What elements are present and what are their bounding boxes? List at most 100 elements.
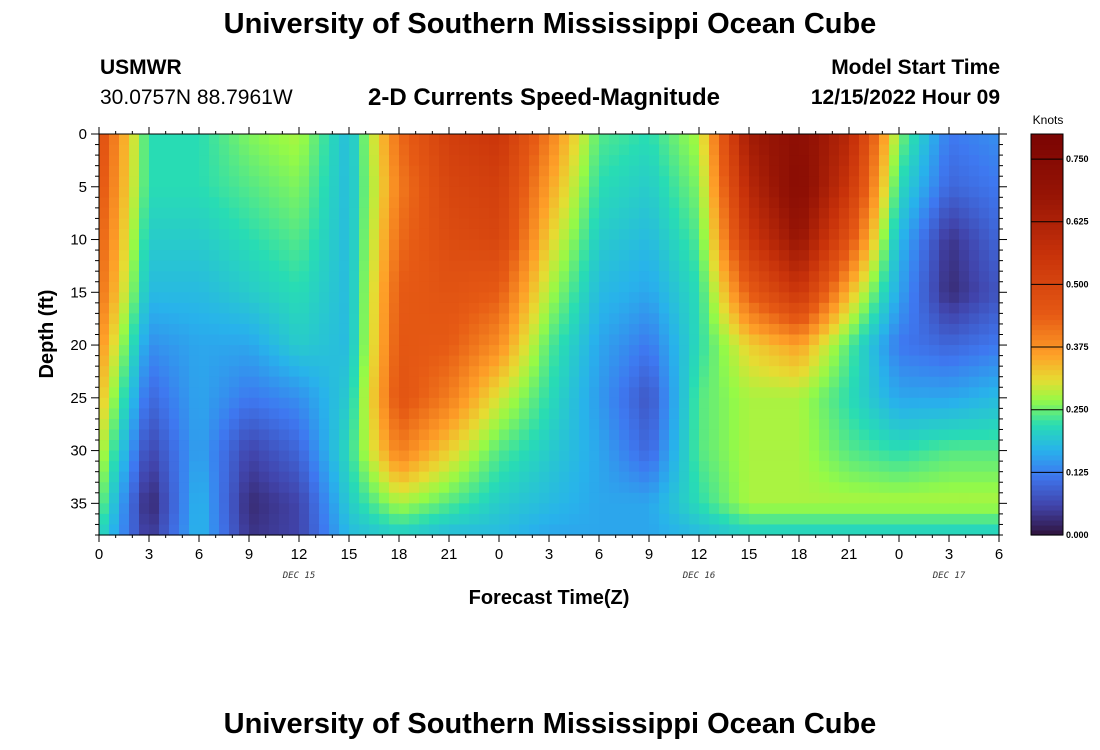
heatmap-cell xyxy=(349,366,360,378)
heatmap-cell xyxy=(309,366,320,378)
heatmap-cell xyxy=(469,302,480,314)
heatmap-cell xyxy=(369,334,380,346)
heatmap-cell xyxy=(239,408,250,420)
heatmap-cell xyxy=(569,239,580,251)
heatmap-cell xyxy=(589,408,600,420)
heatmap-cell xyxy=(819,376,830,388)
heatmap-cell xyxy=(349,482,360,494)
heatmap-cell xyxy=(829,440,840,452)
heatmap-cell xyxy=(679,176,690,188)
heatmap-cell xyxy=(849,155,860,167)
heatmap-cell xyxy=(739,197,750,209)
heatmap-cell xyxy=(379,408,390,420)
heatmap-cell xyxy=(319,302,330,314)
heatmap-cell xyxy=(689,281,700,293)
heatmap-cell xyxy=(829,313,840,325)
heatmap-cell xyxy=(899,323,910,336)
heatmap-cell xyxy=(289,334,300,346)
heatmap-cell xyxy=(619,302,630,314)
heatmap-cell xyxy=(699,418,710,431)
heatmap-cell xyxy=(109,186,120,198)
heatmap-cell xyxy=(239,366,250,378)
heatmap-cell xyxy=(789,524,800,536)
heatmap-cell xyxy=(159,387,170,399)
heatmap-cell xyxy=(319,366,330,378)
heatmap-cell xyxy=(709,418,720,431)
heatmap-cell xyxy=(969,471,980,483)
heatmap-cell xyxy=(349,429,360,441)
heatmap-cell xyxy=(589,418,600,431)
heatmap-cell xyxy=(399,471,410,483)
heatmap-cell xyxy=(609,292,620,304)
heatmap-cell xyxy=(539,207,550,220)
heatmap-cell xyxy=(679,450,690,462)
heatmap-cell xyxy=(559,440,570,452)
heatmap-cell xyxy=(839,134,850,146)
heatmap-cell xyxy=(309,313,320,325)
heatmap-cell xyxy=(989,440,1000,452)
heatmap-cell xyxy=(299,218,310,230)
heatmap-cell xyxy=(309,376,320,388)
heatmap-cell xyxy=(319,292,330,304)
heatmap-cell xyxy=(549,260,560,272)
colorbar-segment xyxy=(1031,369,1063,376)
heatmap-cell xyxy=(529,461,540,473)
heatmap-cell xyxy=(489,440,500,452)
heatmap-cell xyxy=(209,250,220,262)
heatmap-cell xyxy=(989,144,1000,156)
heatmap-cell xyxy=(479,271,490,283)
heatmap-cell xyxy=(489,155,500,167)
x-tick-label: 12 xyxy=(691,546,708,563)
heatmap-cell xyxy=(659,429,670,441)
heatmap-cell xyxy=(199,482,210,494)
heatmap-cell xyxy=(939,482,950,494)
heatmap-cell xyxy=(919,450,930,462)
heatmap-cell xyxy=(749,471,760,483)
heatmap-cell xyxy=(349,302,360,314)
heatmap-cell xyxy=(739,323,750,336)
heatmap-cell xyxy=(879,492,890,504)
heatmap-cell xyxy=(499,397,510,409)
heatmap-cell xyxy=(299,271,310,283)
heatmap-cell xyxy=(339,176,350,188)
heatmap-cell xyxy=(889,323,900,336)
heatmap-cell xyxy=(549,513,560,526)
heatmap-cell xyxy=(99,155,110,167)
heatmap-cell xyxy=(689,450,700,462)
heatmap-cell xyxy=(849,323,860,336)
heatmap-cell xyxy=(109,176,120,188)
heatmap-cell xyxy=(789,440,800,452)
heatmap-cell xyxy=(559,355,570,367)
heatmap-cell xyxy=(309,281,320,293)
heatmap-cell xyxy=(519,281,530,293)
heatmap-cell xyxy=(469,355,480,367)
heatmap-cell xyxy=(669,176,680,188)
heatmap-cell xyxy=(469,376,480,388)
heatmap-cell xyxy=(509,376,520,388)
heatmap-cell xyxy=(909,471,920,483)
heatmap-cell xyxy=(389,387,400,399)
heatmap-cell xyxy=(169,429,180,441)
heatmap-cell xyxy=(959,513,970,526)
heatmap-cell xyxy=(209,482,220,494)
heatmap-cell xyxy=(989,397,1000,409)
heatmap-cell xyxy=(599,366,610,378)
heatmap-cell xyxy=(359,355,370,367)
heatmap-cell xyxy=(899,503,910,515)
heatmap-cell xyxy=(679,197,690,209)
heatmap-cell xyxy=(539,513,550,526)
heatmap-cell xyxy=(669,513,680,526)
heatmap-cell xyxy=(939,450,950,462)
heatmap-cell xyxy=(889,513,900,526)
heatmap-cell xyxy=(679,397,690,409)
heatmap-cell xyxy=(899,165,910,177)
heatmap-cell xyxy=(599,408,610,420)
heatmap-cell xyxy=(649,313,660,325)
heatmap-cell xyxy=(419,155,430,167)
heatmap-cell xyxy=(779,334,790,346)
heatmap-cell xyxy=(99,239,110,251)
heatmap-cell xyxy=(339,134,350,146)
heatmap-cell xyxy=(679,366,690,378)
heatmap-cell xyxy=(479,165,490,177)
heatmap-cell xyxy=(839,345,850,357)
